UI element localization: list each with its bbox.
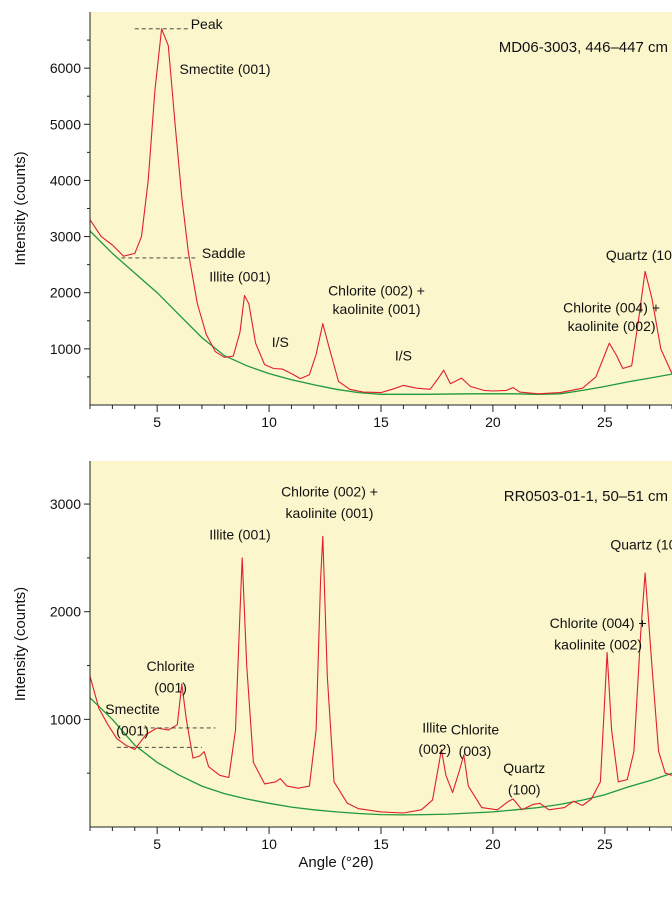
baseline-line [89, 230, 672, 395]
x-tick-label: 25 [597, 836, 613, 852]
annotation-label: Quartz (101) [610, 536, 672, 552]
panel-title: RR0503-01-1, 50–51 cm [504, 488, 668, 505]
x-tick-label: 10 [261, 836, 277, 852]
x-tick-label: 15 [373, 414, 389, 430]
annotation-label: (003) [459, 743, 492, 759]
annotation-label: Chlorite (002) + [281, 484, 378, 500]
annotation-label: Smectite [105, 701, 160, 717]
x-tick-label: 25 [597, 414, 613, 430]
plot-background [90, 12, 672, 405]
annotation-label: kaolinite (001) [286, 505, 374, 521]
y-axis-label: Intensity (counts) [12, 587, 29, 701]
annotation-label: Quartz (101) [606, 247, 672, 263]
x-tick-label: 20 [485, 836, 501, 852]
x-tick-label: 20 [485, 414, 501, 430]
y-tick-label: 3000 [50, 496, 81, 512]
annotation-label: I/S [272, 334, 289, 350]
diffraction-line [89, 535, 672, 814]
annotation-label: (002) [418, 741, 451, 757]
annotation-label: kaolinite (002) [554, 636, 642, 652]
x-tick-label: 10 [261, 414, 277, 430]
x-axis-label: Angle (°2θ) [298, 854, 373, 871]
x-tick-label: 5 [153, 836, 161, 852]
annotation-label: Chlorite (004) + [550, 615, 647, 631]
y-axis-label: Intensity (counts) [12, 151, 29, 265]
annotation-label: Chlorite (002) + [328, 283, 425, 299]
annotation-label: Peak [191, 16, 224, 32]
annotation-label: kaolinite (001) [333, 301, 421, 317]
panel-title: MD06-3003, 446–447 cm [499, 39, 668, 56]
y-tick-label: 6000 [50, 60, 81, 76]
y-tick-label: 4000 [50, 172, 81, 188]
annotation-label: Quartz [503, 760, 545, 776]
chart-panel-2: 5 10 15 20 25 1000 2000 3000 Intensity (counts) A… [12, 461, 672, 871]
y-tick-label: 2000 [50, 285, 81, 301]
plot-background [90, 461, 672, 827]
y-tick-label: 1000 [50, 341, 81, 357]
y-tick-label: 1000 [50, 711, 81, 727]
annotation-label: (001) [116, 723, 149, 739]
annotation-label: Illite (001) [209, 527, 270, 543]
annotation-label: Saddle [202, 245, 246, 261]
annotation-label: (001) [154, 679, 187, 695]
annotation-label: Illite [422, 719, 447, 735]
y-tick-label: 2000 [50, 604, 81, 620]
annotation-label: I/S [395, 348, 412, 364]
annotation-label: kaolinite (002) [568, 318, 656, 334]
x-tick-label: 15 [373, 836, 389, 852]
y-tick-label: 5000 [50, 116, 81, 132]
annotation-label: Chlorite (004) + [563, 299, 660, 315]
chart-panel-1: 5 10 15 20 25 1000 2000 3000 4000 5000 6000 Intensi… [12, 12, 672, 430]
annotation-label: Illite (001) [209, 268, 270, 284]
annotation-label: Chlorite [451, 721, 499, 737]
annotation-label: Chlorite [146, 658, 194, 674]
annotation-label: Smectite (001) [180, 61, 271, 77]
y-tick-label: 3000 [50, 229, 81, 245]
diffraction-line [89, 28, 672, 395]
annotation-label: (100) [508, 782, 541, 798]
x-tick-label: 5 [153, 414, 161, 430]
